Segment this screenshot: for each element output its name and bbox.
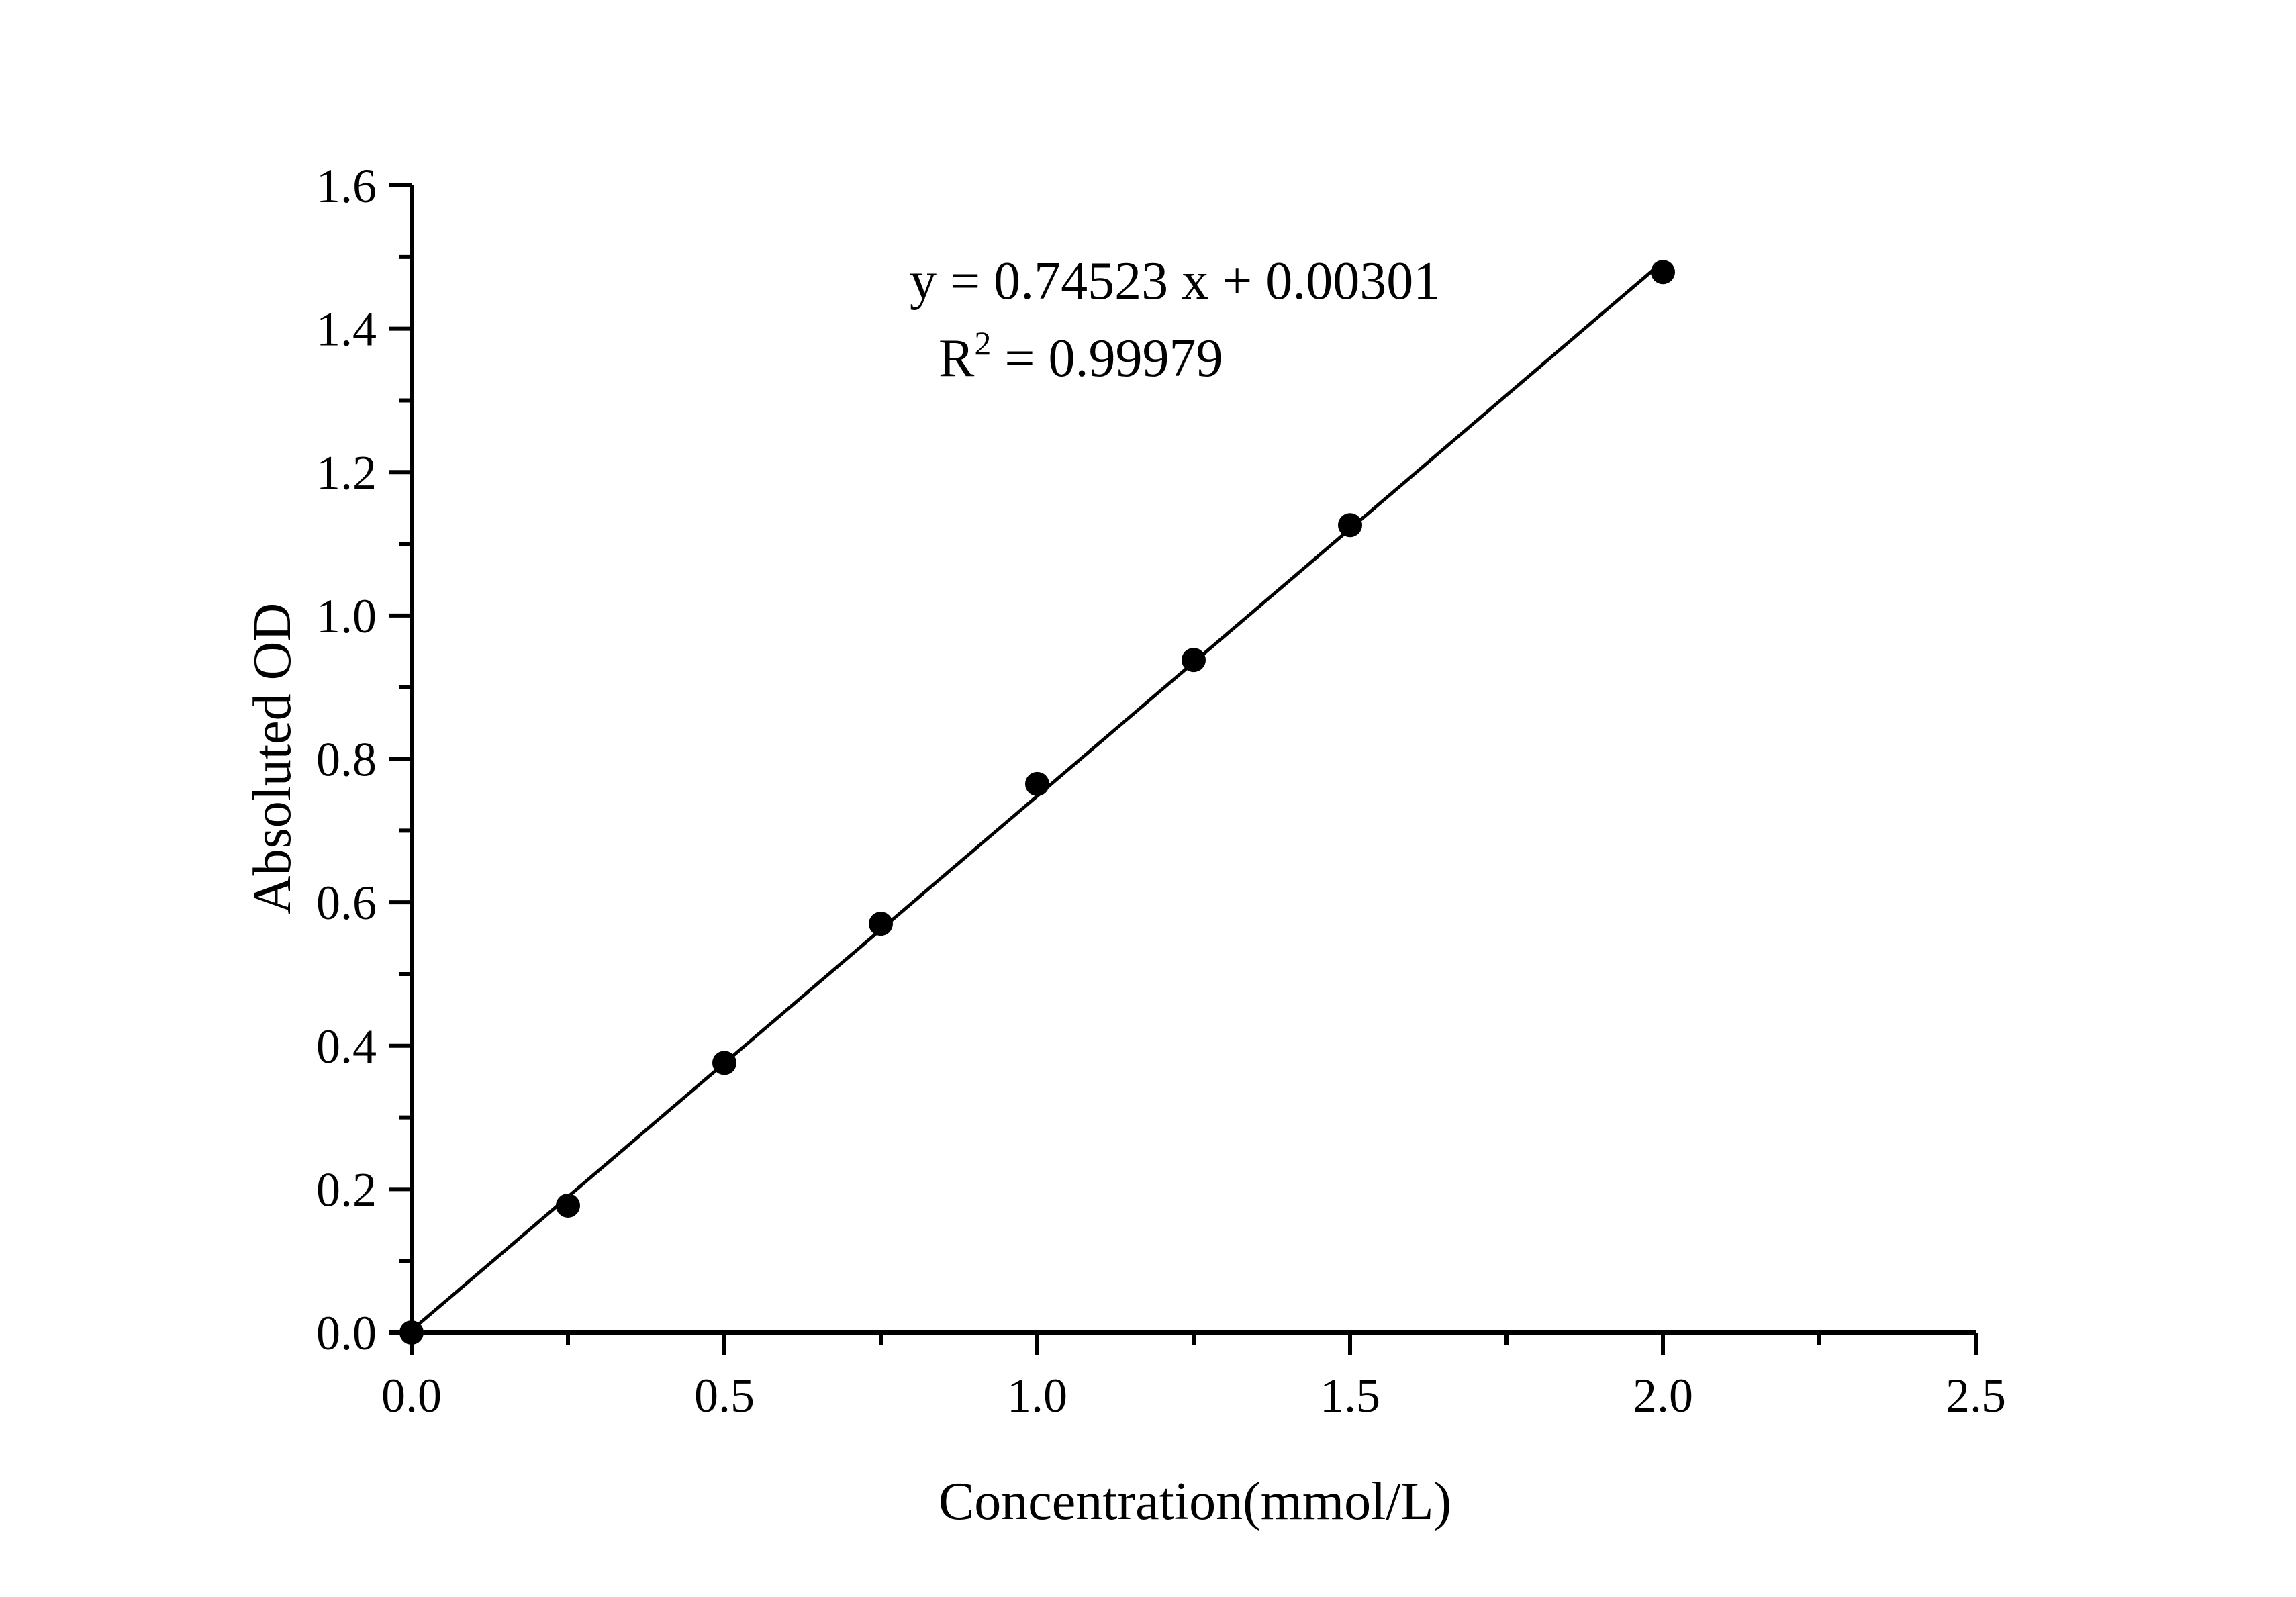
r-squared-value: = 0.99979 xyxy=(991,329,1223,388)
data-point xyxy=(869,912,893,936)
y-tick-label: 1.4 xyxy=(316,303,377,356)
data-point xyxy=(712,1051,736,1075)
x-tick-label: 0.0 xyxy=(381,1369,442,1422)
axes xyxy=(389,183,1978,1355)
y-tick-label: 0.4 xyxy=(316,1020,377,1073)
data-point xyxy=(556,1193,580,1218)
y-tick-label: 1.0 xyxy=(316,589,377,643)
y-tick-label: 1.2 xyxy=(316,446,377,499)
y-tick-label: 0.6 xyxy=(316,876,377,930)
r-superscript: 2 xyxy=(974,324,991,362)
y-tick-label: 0.0 xyxy=(316,1306,377,1360)
data-point xyxy=(1651,260,1675,285)
y-tick-label: 1.6 xyxy=(316,159,377,213)
data-points xyxy=(399,260,1675,1345)
regression-equation: y = 0.74523 x + 0.00301 xyxy=(910,252,1440,311)
data-point xyxy=(1182,648,1206,673)
y-tick-label: 0.2 xyxy=(316,1163,377,1216)
data-point xyxy=(1025,771,1049,796)
x-tick-label: 1.0 xyxy=(1007,1369,1067,1422)
y-axis-title: Absoluted OD xyxy=(243,603,302,914)
x-tick-label: 0.5 xyxy=(694,1369,755,1422)
x-axis-title: Concentration(mmol/L) xyxy=(939,1472,1451,1531)
r-squared-label: R2 = 0.99979 xyxy=(939,324,1223,388)
x-tick-label: 1.5 xyxy=(1320,1369,1380,1422)
x-tick-label: 2.0 xyxy=(1633,1369,1693,1422)
r-symbol: R xyxy=(939,329,975,388)
tick-labels: 0.0 0.5 1.0 1.5 2.0 2.5 0.0 0.2 0.4 0.6 0.8 1.0 1.2 1… xyxy=(316,159,2006,1422)
x-tick-label: 2.5 xyxy=(1946,1369,2006,1422)
data-point xyxy=(1338,513,1362,538)
y-tick-label: 0.8 xyxy=(316,733,377,787)
